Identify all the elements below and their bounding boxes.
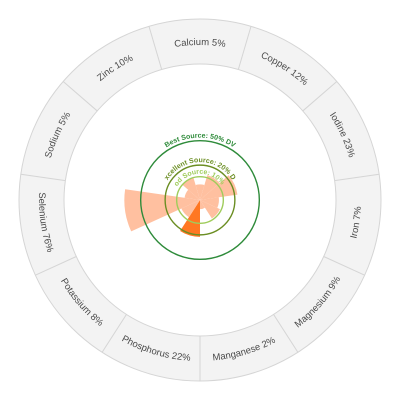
threshold-ring-10 — [175, 175, 225, 225]
threshold-ring-50 — [139, 139, 261, 261]
bar-phosphorus — [180, 200, 200, 237]
bars — [124, 175, 238, 237]
bar-sodium — [184, 189, 200, 200]
divider-8 — [35, 256, 77, 276]
divider-1 — [237, 26, 252, 70]
bar-iron — [200, 197, 219, 208]
divider-2 — [302, 81, 338, 112]
divider-9 — [20, 173, 66, 182]
bar-manganese — [200, 200, 205, 210]
bar-selenium — [124, 189, 200, 232]
divider-3 — [334, 173, 380, 182]
bar-iodine — [200, 175, 238, 200]
divider-7 — [101, 314, 127, 353]
divider-10 — [62, 81, 98, 112]
divider-0 — [148, 26, 163, 70]
bar-zinc — [182, 177, 200, 200]
threshold-ring-20 — [164, 164, 236, 236]
divider-4 — [323, 256, 365, 276]
bar-magnesium — [200, 200, 220, 219]
segment-dividers — [20, 26, 380, 381]
divider-5 — [273, 314, 299, 353]
bar-calcium — [195, 184, 205, 200]
label-calcium: Calcium 5% — [174, 37, 227, 50]
bar-potassium — [181, 200, 200, 218]
